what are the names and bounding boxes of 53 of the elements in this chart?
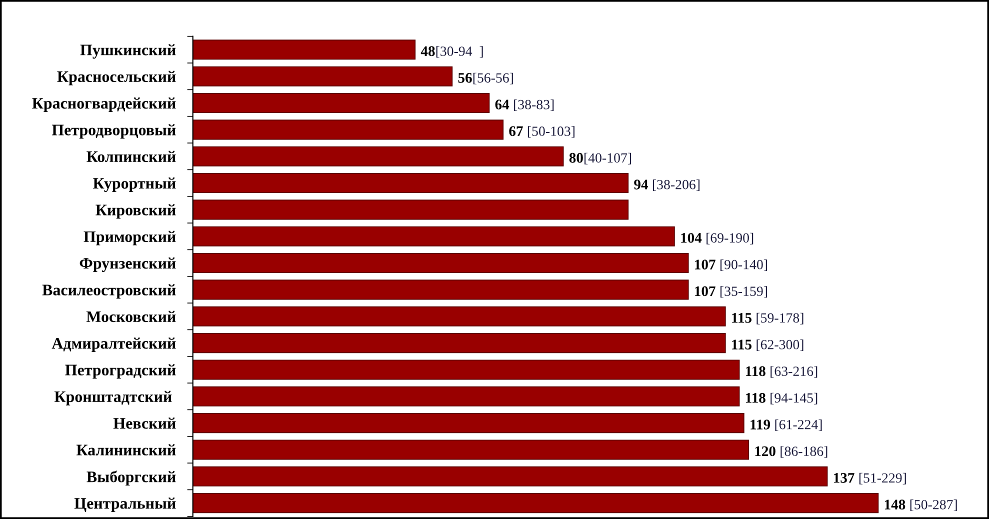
data-label: 107 [35-159]	[695, 286, 767, 298]
bar	[192, 66, 453, 86]
bar	[192, 40, 416, 60]
bar	[192, 226, 675, 246]
y-tick-label: Приморский	[84, 230, 176, 246]
bar	[192, 146, 564, 166]
y-tick-label: Московский	[86, 310, 176, 322]
bar	[192, 440, 749, 460]
data-label: 67 [50-103]	[509, 126, 574, 138]
bar	[192, 493, 879, 514]
y-tick-label: Калининский	[76, 444, 176, 456]
data-label: 137 [51-229]	[834, 472, 906, 484]
y-tick-label: Адмиралтейский	[52, 338, 176, 352]
y-tick-label: Красносельский	[57, 70, 176, 86]
data-label: 56[56-56]	[458, 72, 513, 84]
y-tick-label: Курортный	[93, 178, 176, 192]
data-label: 120 [86-186]	[755, 446, 828, 458]
y-tick-label: Петродворцовый	[52, 124, 176, 139]
bar	[192, 466, 828, 486]
data-label: 107 [90-140]	[695, 260, 767, 272]
y-tick-label: Пушкинский	[80, 44, 176, 59]
bar	[192, 360, 740, 380]
y-tick-label: Кировский	[96, 204, 176, 219]
data-label: 118 [94-145]	[746, 392, 818, 404]
bar	[192, 280, 689, 300]
data-label: 104 [69-190]	[681, 232, 754, 244]
data-label: 148 [50-287]	[884, 500, 957, 512]
data-label: 48[30-94 ]	[420, 46, 483, 58]
y-tick-label: Выборгский	[86, 470, 176, 486]
y-tick-label: Фрунзенский	[80, 258, 176, 272]
bar	[192, 386, 740, 406]
data-label: 119 [61-224]	[750, 420, 822, 432]
bar	[192, 120, 504, 140]
bar	[192, 92, 490, 114]
data-label: 118 [63-216]	[746, 366, 818, 378]
bar	[192, 200, 629, 220]
data-label: 80[40-107]	[569, 152, 632, 164]
y-tick-label: Колпинский	[86, 150, 176, 162]
bar	[192, 333, 726, 354]
y-tick-label: Центральный	[74, 498, 176, 512]
bar	[192, 413, 744, 434]
bar	[192, 173, 629, 194]
y-tick-label: Красногвардейский	[32, 98, 176, 112]
bar	[192, 253, 689, 274]
data-label: 94 [38-206]	[634, 180, 700, 191]
y-tick-label: Василеостровский	[42, 284, 176, 299]
data-label: 64 [38-83]	[495, 99, 554, 111]
data-label: 115 [62-300]	[732, 340, 804, 352]
y-tick-label: Кронштадтский	[54, 390, 172, 406]
data-label: 115 [59-178]	[732, 312, 804, 324]
bar	[192, 306, 726, 326]
y-tick-label: Невский	[113, 418, 176, 429]
y-tick-label: Петроградский	[65, 364, 176, 379]
